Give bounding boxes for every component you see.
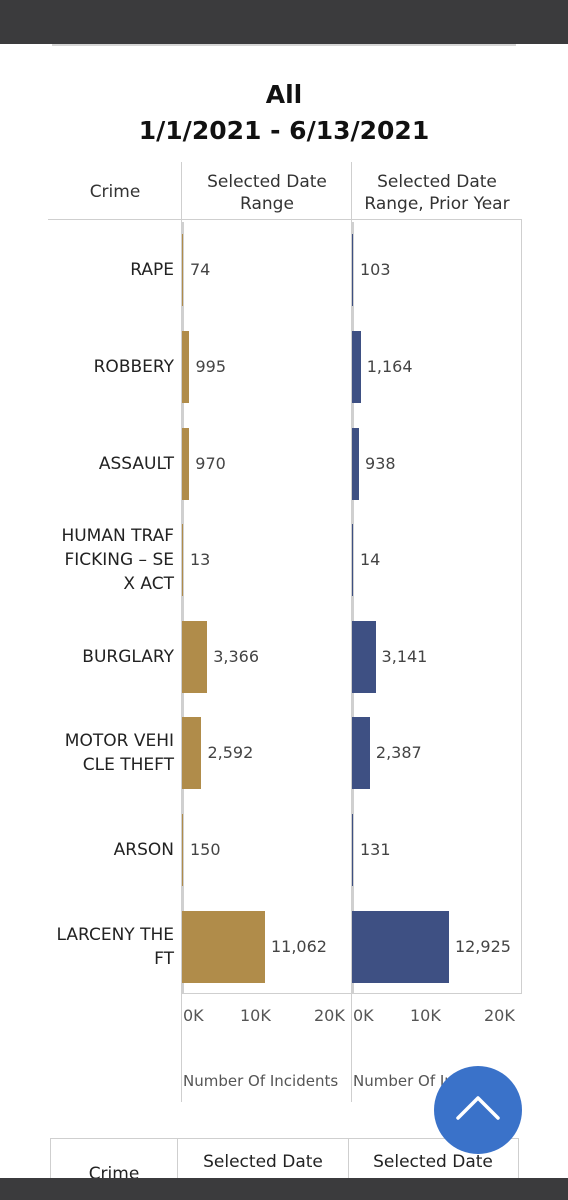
chart-title: All [265, 80, 303, 109]
bar-prior[interactable] [352, 813, 353, 886]
category-label: ASSAULT [24, 452, 174, 476]
bar-prior[interactable] [352, 234, 353, 307]
bar-prior[interactable] [352, 524, 353, 597]
top-bar [0, 0, 568, 44]
value-label-prior: 2,387 [375, 743, 422, 763]
bar-prior[interactable] [352, 910, 449, 983]
category-label-line: FICKING – SE [64, 550, 174, 571]
x-tick-prior-0: 0K [353, 1006, 374, 1025]
category-label-line: MOTOR VEHI [64, 731, 174, 752]
value-label-current: 150 [190, 839, 221, 859]
bar-prior[interactable] [352, 330, 361, 403]
table2-right-border [518, 1138, 519, 1178]
x-tick-current-1: 10K [240, 1006, 271, 1025]
bar-prior[interactable] [352, 427, 360, 500]
chevron-up-icon [456, 1096, 500, 1120]
table2-col2-header: Selected Date [373, 1152, 493, 1172]
table2-divider-2 [348, 1138, 349, 1178]
value-label-current: 74 [190, 260, 211, 280]
top-divider [52, 44, 516, 46]
series-header-current-line1: Selected Date [207, 172, 327, 192]
series-header-prior-line2: Range, Prior Year [364, 194, 510, 214]
column-divider-1 [181, 162, 182, 1102]
x-tick-current-2: 20K [314, 1006, 345, 1025]
panel-bottom-border [182, 993, 522, 994]
bottom-bar [0, 1178, 568, 1200]
bar-prior[interactable] [352, 620, 376, 693]
value-label-prior: 938 [365, 453, 396, 473]
column-divider-2 [351, 162, 352, 1102]
value-label-current: 11,062 [270, 936, 327, 956]
current-zero-axis [182, 222, 184, 993]
panel-right-border [521, 220, 522, 994]
value-label-prior: 103 [360, 260, 391, 280]
category-label-line: CLE THEFT [82, 755, 174, 776]
x-axis-title-current: Number Of Incidents [183, 1072, 339, 1090]
x-tick-prior-1: 10K [410, 1006, 441, 1025]
category-label-line: FT [154, 948, 174, 969]
category-label: HUMAN TRAF FICKING – SE X ACT [24, 524, 174, 596]
series-header-prior-line1: Selected Date [377, 172, 497, 192]
value-label-prior: 1,164 [366, 356, 413, 376]
category-label-line: RAPE [130, 260, 174, 281]
value-label-current: 970 [195, 453, 226, 473]
value-label-prior: 12,925 [454, 936, 511, 956]
category-label: BURGLARY [24, 645, 174, 669]
category-label-line: ARSON [113, 839, 174, 860]
scroll-to-top-button[interactable] [434, 1066, 522, 1154]
value-label-current: 995 [195, 356, 226, 376]
x-tick-current-0: 0K [183, 1006, 204, 1025]
table2-top-border [50, 1138, 518, 1139]
table2-col1-header: Selected Date [203, 1152, 323, 1172]
x-tick-prior-2: 20K [484, 1006, 515, 1025]
category-label: LARCENY THE FT [24, 923, 174, 971]
value-label-current: 13 [190, 550, 211, 570]
series-header-current: Selected Date Range [183, 171, 351, 215]
category-label-line: ASSAULT [98, 453, 174, 474]
category-label-line: ROBBERY [93, 356, 174, 377]
category-label-line: HUMAN TRAF [61, 526, 174, 547]
bar-prior[interactable] [352, 717, 370, 790]
category-label: MOTOR VEHI CLE THEFT [24, 729, 174, 777]
crime-column-header: Crime [89, 182, 141, 202]
category-label-line: LARCENY THE [56, 924, 174, 945]
value-label-prior: 3,141 [381, 646, 428, 666]
bar-current[interactable] [182, 717, 202, 790]
bar-current[interactable] [182, 910, 265, 983]
bar-current[interactable] [182, 427, 190, 500]
value-label-prior: 14 [360, 550, 381, 570]
category-label: ROBBERY [24, 355, 174, 379]
bar-current[interactable] [182, 620, 208, 693]
header-divider [48, 219, 522, 220]
category-label: RAPE [24, 258, 174, 282]
category-label-line: X ACT [123, 574, 174, 595]
series-header-prior: Selected Date Range, Prior Year [353, 171, 521, 215]
bar-current[interactable] [182, 330, 190, 403]
bar-current[interactable] [182, 813, 184, 886]
value-label-prior: 131 [360, 839, 391, 859]
series-header-current-line2: Range [240, 194, 294, 214]
category-label-line: BURGLARY [82, 646, 174, 667]
bar-current[interactable] [182, 524, 183, 597]
value-label-current: 3,366 [213, 646, 260, 666]
bar-current[interactable] [182, 234, 183, 307]
prior-zero-axis [352, 222, 354, 993]
chart-date-range: 1/1/2021 - 6/13/2021 [138, 116, 430, 145]
table2-left-border [50, 1138, 51, 1178]
table2-divider-1 [177, 1138, 178, 1178]
value-label-current: 2,592 [207, 743, 254, 763]
category-label: ARSON [24, 838, 174, 862]
